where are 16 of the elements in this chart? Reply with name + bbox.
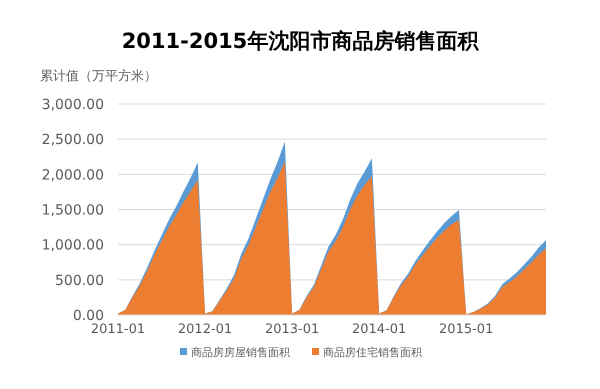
y-tick-label: 2,000.00 bbox=[42, 167, 104, 184]
x-tick-label: 2015-01 bbox=[439, 322, 494, 337]
x-tick-label: 2013-01 bbox=[264, 322, 320, 337]
y-tick-label: 3,000.00 bbox=[42, 97, 104, 113]
x-tick-label: 2014-01 bbox=[352, 322, 406, 337]
x-tick-label: 2012-01 bbox=[178, 322, 232, 337]
y-tick-label: 2,500.00 bbox=[42, 132, 104, 148]
y-tick-label: 1,000.00 bbox=[42, 238, 104, 254]
legend-label: 商品房房屋销售面积 bbox=[191, 346, 290, 359]
chart-title: 2011-2015年沈阳市商品房销售面积 bbox=[122, 29, 480, 53]
legend-label: 商品房住宅销售面积 bbox=[323, 346, 422, 359]
y-tick-label: 1,500.00 bbox=[42, 202, 104, 218]
y-tick-label: 500.00 bbox=[55, 272, 104, 289]
y-tick-label: 0.00 bbox=[72, 308, 104, 324]
y-axis-title: 累计值（万平方米） bbox=[40, 68, 157, 84]
x-tick-label: 2011-01 bbox=[90, 322, 146, 337]
